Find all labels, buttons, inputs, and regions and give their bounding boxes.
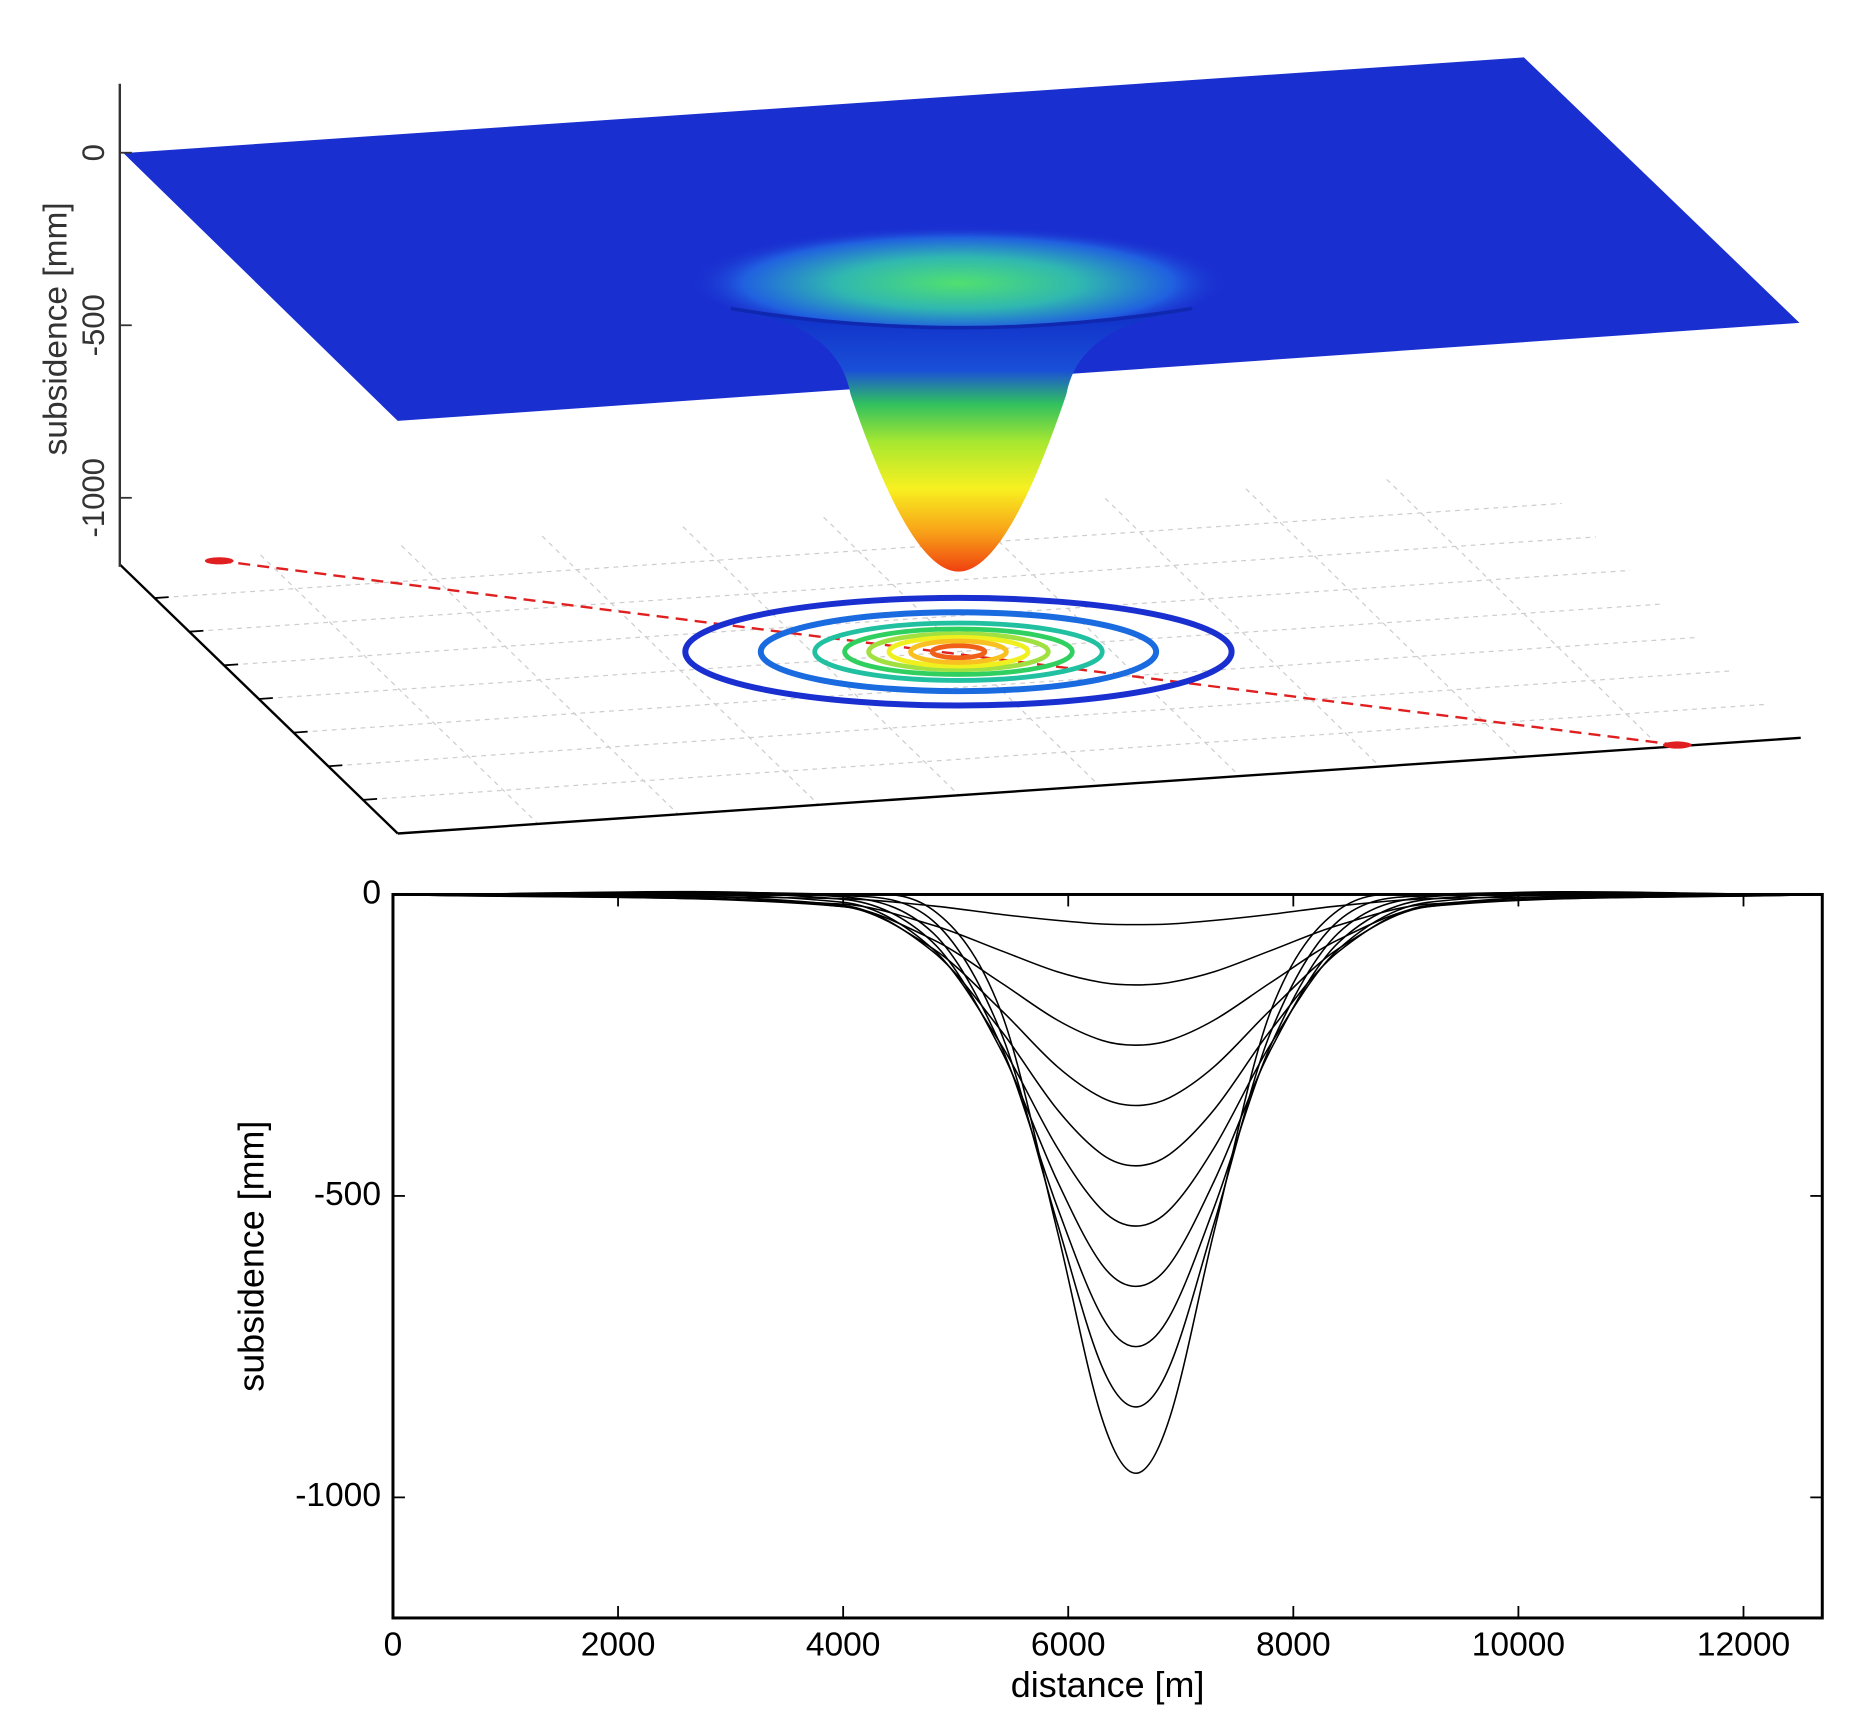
y-tick-label: -500 [314, 1176, 381, 1213]
contour [866, 631, 1051, 673]
floor-tick [362, 798, 378, 801]
x-tick-label: 8000 [1256, 1627, 1331, 1664]
profile-line [392, 890, 1823, 1348]
surface-bowl [688, 220, 1229, 335]
floor-tick [328, 764, 343, 768]
section-end [1662, 741, 1692, 749]
contour [812, 620, 1105, 683]
x-tick-label: 0 [384, 1627, 403, 1664]
x-tick-label: 2000 [581, 1627, 656, 1664]
floor-tick [223, 663, 239, 667]
x-tick-label: 4000 [806, 1627, 881, 1664]
z-tick-label: -500 [76, 294, 111, 356]
contour [908, 638, 1009, 665]
plot-frame [391, 892, 1824, 1620]
floor-grid-line [1245, 488, 1521, 758]
line-plot: 0 2000 4000 6000 8000 10000 12000 0 -500 -1000 dis… [231, 874, 1824, 1705]
contour [886, 634, 1031, 669]
profile-line [392, 892, 1823, 1227]
floor-tick [154, 596, 169, 599]
floor-tick [293, 730, 308, 734]
floor-grid-line [1104, 497, 1381, 767]
profile-line [392, 893, 1823, 1107]
contour [842, 626, 1075, 677]
floor-tick [189, 629, 204, 633]
floor-grid-line [260, 554, 539, 825]
x-tick-label: 10000 [1472, 1627, 1565, 1664]
floor-axis [118, 563, 399, 835]
profile-line [392, 893, 1823, 1167]
profile-line [392, 891, 1823, 1408]
floor-axis [397, 736, 1801, 835]
floor-grid-line [293, 636, 1699, 734]
x-tick-label: 6000 [1031, 1627, 1106, 1664]
floor-grid-line [258, 603, 1665, 700]
floor-grid-line [328, 670, 1733, 767]
floor-grid-line [362, 703, 1767, 801]
x-tick-label: 12000 [1697, 1627, 1790, 1664]
floor-tick [258, 697, 273, 700]
floor-grid [154, 478, 1767, 825]
contour [682, 594, 1235, 709]
contour [757, 609, 1160, 695]
profile-line [392, 891, 1823, 1475]
x-axis-label: distance [m] [1011, 1665, 1205, 1705]
z-tick-label: 0 [76, 144, 111, 161]
y-tick-label: -1000 [295, 1477, 381, 1514]
z-tick-label: -1000 [76, 458, 111, 538]
section-line [219, 559, 1678, 747]
floor-grid-line [1386, 478, 1661, 748]
z-axis-label: subsidence [mm] [37, 202, 74, 455]
contour [929, 643, 988, 661]
y-axis-label: subsidence [mm] [231, 1121, 271, 1392]
surface-rim [730, 306, 1193, 330]
contours [682, 594, 1235, 709]
y-tick-label: 0 [362, 874, 381, 911]
profile-line [392, 891, 1823, 1288]
surface-funnel [748, 313, 1175, 572]
section-end [204, 557, 234, 565]
